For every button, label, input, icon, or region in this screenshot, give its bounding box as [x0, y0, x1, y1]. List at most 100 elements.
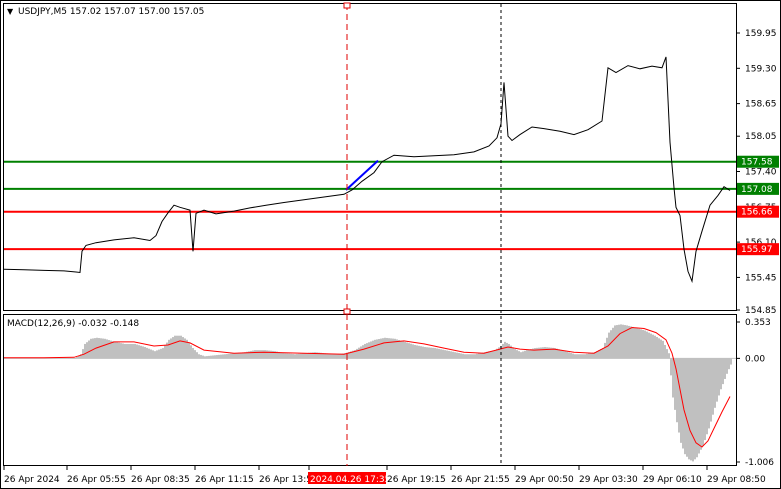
- macd-histogram-bar: [148, 348, 150, 359]
- time-tick-label: 26 Apr 21:55: [451, 475, 510, 485]
- macd-histogram-bar: [588, 353, 590, 359]
- level-lines: [4, 160, 736, 251]
- level-label-155.97: 155.97: [741, 245, 773, 255]
- macd-histogram-bar: [522, 351, 524, 359]
- macd-histogram-bar: [354, 350, 356, 359]
- macd-histogram-bar: [506, 342, 508, 359]
- macd-histogram-bar: [418, 345, 420, 359]
- macd-histogram-bar: [154, 351, 156, 359]
- chart-title-arrow-icon[interactable]: ▼: [7, 7, 14, 16]
- macd-histogram-bar: [308, 352, 310, 359]
- macd-histogram-bar: [208, 355, 210, 359]
- macd-histogram-bar: [136, 344, 138, 359]
- macd-histogram-bar: [324, 353, 326, 359]
- macd-histogram-bar: [104, 338, 106, 359]
- macd-tick-label: 0.353: [745, 318, 771, 328]
- macd-histogram-bar: [480, 353, 482, 359]
- macd-histogram-bar: [140, 345, 142, 359]
- macd-histogram-bar: [694, 358, 696, 460]
- macd-histogram-bar: [510, 345, 512, 359]
- macd-tick-label: 0.00: [745, 354, 765, 364]
- macd-histogram-bar: [300, 353, 302, 359]
- macd-histogram-bar: [702, 358, 704, 446]
- macd-histogram-bar: [546, 347, 548, 359]
- macd-histogram-bar: [254, 350, 256, 359]
- macd-histogram-bar: [636, 328, 638, 359]
- time-tick-label: 26 Apr 13:55: [259, 475, 318, 485]
- macd-histogram-bar: [216, 355, 218, 359]
- price-tick-label: 154.85: [745, 306, 777, 316]
- macd-histogram-bar: [680, 358, 682, 443]
- macd-histogram-bar: [430, 347, 432, 359]
- macd-histogram-bar: [210, 355, 212, 359]
- macd-histogram-bar: [130, 343, 132, 359]
- macd-histogram-bar: [538, 347, 540, 359]
- macd-histogram-bar: [468, 354, 470, 359]
- macd-histogram-bar: [654, 335, 656, 359]
- red-marker-top-handle[interactable]: [343, 2, 351, 9]
- macd-histogram-bar: [336, 354, 338, 359]
- macd-histogram-bar: [564, 351, 566, 359]
- macd-histogram-bar: [486, 351, 488, 359]
- macd-histogram-bar: [526, 350, 528, 359]
- macd-histogram-bar: [352, 350, 354, 359]
- macd-histogram-bar: [472, 354, 474, 359]
- macd-histogram-bar: [402, 341, 404, 359]
- macd-histogram-bar: [316, 352, 318, 359]
- macd-histogram-bar: [258, 350, 260, 359]
- macd-histogram-bar: [520, 352, 522, 359]
- macd-histogram-bar: [450, 351, 452, 359]
- macd-histogram-bar: [488, 351, 490, 359]
- macd-histogram: [4, 324, 732, 462]
- macd-histogram-bar: [342, 353, 344, 359]
- macd-signal-line: [4, 326, 731, 448]
- macd-histogram-bar: [662, 340, 664, 359]
- level-label-156.66: 156.66: [741, 208, 773, 218]
- macd-histogram-bar: [710, 358, 712, 422]
- macd-histogram-bar: [220, 354, 222, 359]
- macd-histogram-bar: [282, 352, 284, 359]
- macd-histogram-bar: [412, 344, 414, 359]
- macd-histogram-bar: [266, 350, 268, 359]
- macd-histogram-bar: [704, 358, 706, 441]
- red-marker-mid-handle[interactable]: [343, 308, 351, 315]
- macd-histogram-bar: [332, 354, 334, 359]
- macd-histogram-bar: [700, 358, 702, 450]
- macd-histogram-bar: [256, 350, 258, 359]
- macd-histogram-bar: [672, 358, 674, 398]
- level-label-157.08: 157.08: [741, 185, 773, 195]
- macd-histogram-bar: [274, 351, 276, 359]
- macd-histogram-bar: [552, 347, 554, 359]
- macd-histogram-bar: [410, 343, 412, 359]
- macd-histogram-bar: [138, 345, 140, 359]
- macd-histogram-bar: [218, 354, 220, 359]
- macd-histogram-bar: [584, 354, 586, 359]
- macd-histogram-bar: [470, 354, 472, 359]
- macd-histogram-bar: [360, 346, 362, 359]
- macd-histogram-bar: [166, 342, 168, 359]
- macd-histogram-bar: [170, 338, 172, 359]
- macd-histogram-bar: [452, 351, 454, 359]
- macd-histogram-bar: [722, 358, 724, 385]
- macd-histogram-bar: [422, 346, 424, 359]
- macd-histogram-bar: [284, 353, 286, 359]
- macd-histogram-bar: [650, 333, 652, 359]
- macd-histogram-bar: [556, 348, 558, 359]
- macd-histogram-bar: [554, 348, 556, 359]
- macd-histogram-bar: [382, 338, 384, 359]
- macd-histogram-bar: [304, 353, 306, 359]
- macd-histogram-bar: [114, 341, 116, 359]
- macd-histogram-bar: [172, 337, 174, 359]
- macd-histogram-bar: [684, 358, 686, 455]
- macd-histogram-bar: [270, 350, 272, 359]
- macd-histogram-bar: [464, 354, 466, 359]
- macd-histogram-bar: [458, 353, 460, 359]
- macd-histogram-bar: [690, 358, 692, 461]
- macd-histogram-bar: [424, 347, 426, 359]
- price-series-line: [3, 56, 731, 284]
- macd-histogram-bar: [490, 350, 492, 359]
- macd-histogram-bar: [230, 353, 232, 359]
- macd-histogram-bar: [128, 343, 130, 359]
- macd-histogram-bar: [594, 352, 596, 359]
